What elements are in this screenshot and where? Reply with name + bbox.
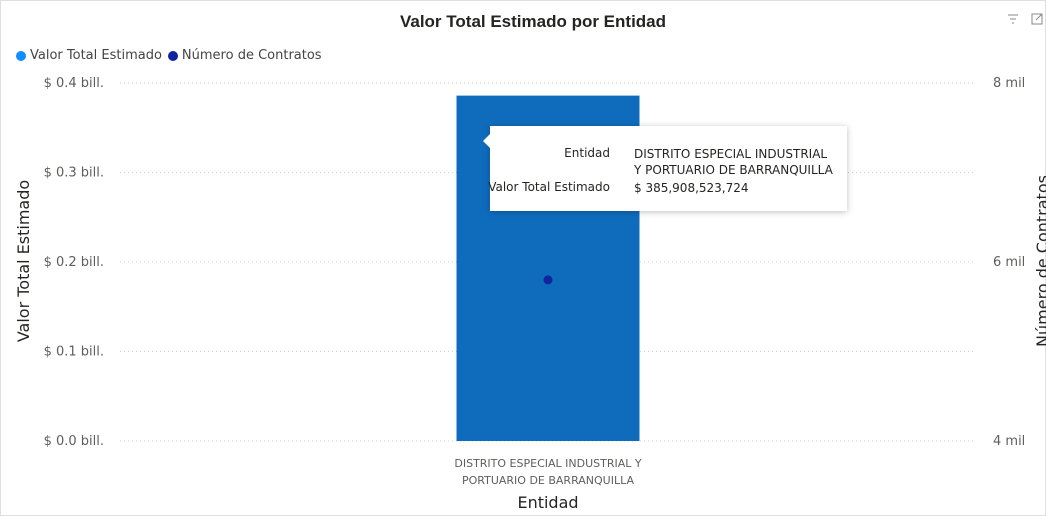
legend-swatch-valor-total: [16, 50, 26, 61]
tooltip-arrow: [483, 134, 490, 148]
y-right-tick-label: 8 mil: [993, 76, 1025, 91]
tooltip-value-value: $ 385,908,523,724: [634, 181, 749, 195]
y-axis-right-title: Número de Contratos: [1033, 175, 1046, 347]
x-category-label: DISTRITO ESPECIAL INDUSTRIAL Y: [454, 457, 642, 470]
chart-legend: Valor Total Estimado Número de Contratos: [16, 48, 328, 63]
filter-icon[interactable]: [1006, 12, 1020, 26]
y-right-tick-label: 4 mil: [993, 434, 1025, 449]
y-left-tick-label: $ 0.4 bill.: [44, 76, 104, 91]
category-axis-labels: DISTRITO ESPECIAL INDUSTRIAL Y PORTUARIO …: [454, 457, 642, 487]
data-tooltip: Entidad DISTRITO ESPECIAL INDUSTRIAL Y P…: [483, 126, 847, 211]
legend-item-numero-contratos[interactable]: Número de Contratos: [167, 48, 322, 63]
legend-label-valor-total: Valor Total Estimado: [30, 48, 162, 63]
left-axis-ticks: $ 0.0 bill. $ 0.1 bill. $ 0.2 bill. $ 0.3 b…: [44, 76, 104, 449]
y-left-tick-label: $ 0.2 bill.: [44, 255, 104, 270]
data-point: [543, 275, 553, 285]
tooltip-value-entity: DISTRITO ESPECIAL INDUSTRIAL Y PORTUARIO…: [634, 147, 833, 177]
tooltip-key-value: Valor Total Estimado: [488, 180, 610, 194]
chart-title: Valor Total Estimado por Entidad: [399, 12, 667, 31]
y-right-tick-label: 6 mil: [993, 255, 1025, 270]
y-left-tick-label: $ 0.1 bill.: [44, 345, 104, 360]
tooltip-key-entity: Entidad: [564, 146, 610, 160]
legend-swatch-numero-contratos: [167, 50, 178, 61]
y-left-tick-label: $ 0.0 bill.: [44, 434, 104, 449]
legend-item-valor-total[interactable]: Valor Total Estimado: [16, 48, 162, 63]
focus-mode-icon[interactable]: [1030, 12, 1044, 26]
y-left-tick-label: $ 0.3 bill.: [44, 166, 104, 181]
y-axis-left-title: Valor Total Estimado: [14, 180, 33, 342]
legend-label-numero-contratos: Número de Contratos: [181, 48, 322, 63]
x-category-label: PORTUARIO DE BARRANQUILLA: [462, 474, 635, 487]
right-axis-ticks: 4 mil 6 mil 8 mil: [993, 76, 1025, 449]
x-axis-title: Entidad: [517, 493, 578, 512]
